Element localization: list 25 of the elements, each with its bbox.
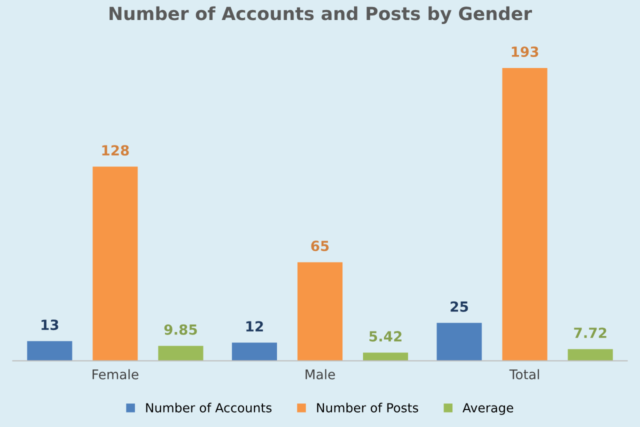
chart-title: Number of Accounts and Posts by Gender [110, 6, 532, 24]
data-label: 5.42 [369, 331, 402, 342]
bar [158, 346, 204, 361]
legend-label: Average [462, 403, 514, 415]
data-label: 128 [102, 145, 129, 156]
x-tick-label: Male [306, 369, 335, 380]
legend-label: Number of Posts [317, 402, 418, 412]
bar [297, 262, 343, 361]
data-label: 13 [42, 320, 58, 330]
data-label: 7.72 [574, 328, 606, 338]
x-tick-label: Female [92, 369, 138, 380]
bar [436, 322, 482, 361]
bar [27, 341, 72, 361]
data-label: 65 [311, 240, 329, 252]
data-label: 25 [450, 301, 468, 312]
bar [568, 349, 613, 361]
data-label: 193 [512, 46, 538, 57]
legend-label: Number of Accounts [146, 402, 272, 412]
data-label: 12 [246, 321, 263, 332]
bar [92, 166, 138, 361]
data-label: 9.85 [164, 324, 197, 335]
x-tick-label: Total [509, 369, 539, 380]
bar [502, 68, 548, 361]
bar [232, 342, 277, 361]
bar [363, 352, 408, 361]
